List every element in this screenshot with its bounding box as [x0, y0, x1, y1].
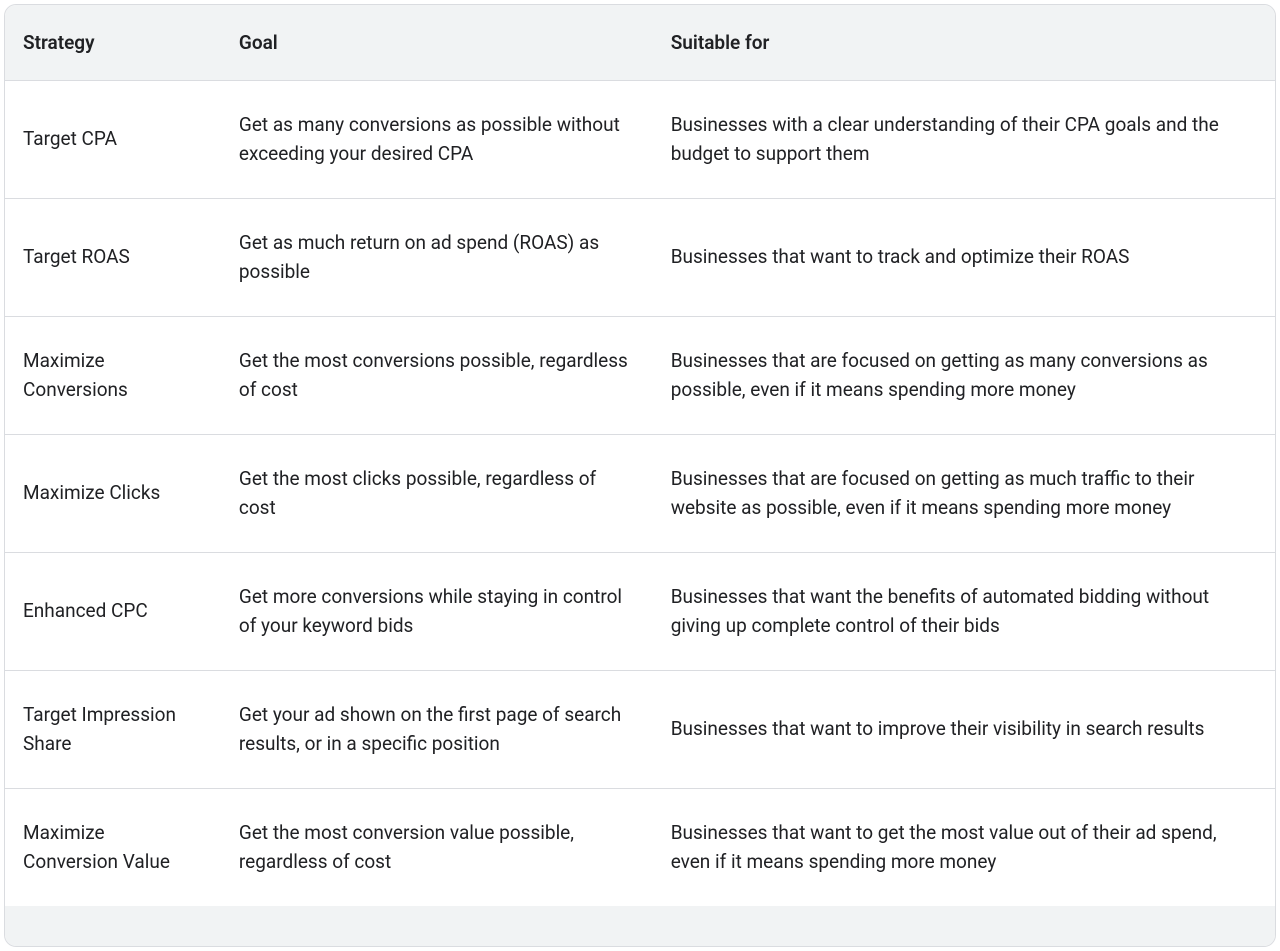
table-row: Maximize Clicks Get the most clicks poss… [5, 435, 1275, 553]
cell-suitable: Businesses that want to get the most val… [653, 789, 1275, 907]
cell-strategy: Target ROAS [5, 199, 221, 317]
cell-strategy: Maximize Conversion Value [5, 789, 221, 907]
cell-strategy: Maximize Clicks [5, 435, 221, 553]
cell-suitable: Businesses with a clear understanding of… [653, 81, 1275, 199]
cell-suitable: Businesses that want to track and optimi… [653, 199, 1275, 317]
cell-goal: Get the most conversions possible, regar… [221, 317, 653, 435]
cell-strategy: Enhanced CPC [5, 553, 221, 671]
table-row: Target ROAS Get as much return on ad spe… [5, 199, 1275, 317]
cell-strategy: Target Impression Share [5, 671, 221, 789]
col-header-goal: Goal [221, 5, 653, 81]
cell-goal: Get the most clicks possible, regardless… [221, 435, 653, 553]
cell-suitable: Businesses that want the benefits of aut… [653, 553, 1275, 671]
cell-strategy: Maximize Conversions [5, 317, 221, 435]
cell-strategy: Target CPA [5, 81, 221, 199]
cell-goal: Get as many conversions as possible with… [221, 81, 653, 199]
cell-goal: Get the most conversion value possible, … [221, 789, 653, 907]
table-row: Enhanced CPC Get more conversions while … [5, 553, 1275, 671]
cell-suitable: Businesses that are focused on getting a… [653, 435, 1275, 553]
table-row: Maximize Conversions Get the most conver… [5, 317, 1275, 435]
cell-suitable: Businesses that want to improve their vi… [653, 671, 1275, 789]
table-body: Target CPA Get as many conversions as po… [5, 81, 1275, 907]
footer-spacer [5, 906, 1275, 946]
table-row: Target CPA Get as many conversions as po… [5, 81, 1275, 199]
table-row: Maximize Conversion Value Get the most c… [5, 789, 1275, 907]
table-header-row: Strategy Goal Suitable for [5, 5, 1275, 81]
table-header: Strategy Goal Suitable for [5, 5, 1275, 81]
cell-goal: Get as much return on ad spend (ROAS) as… [221, 199, 653, 317]
bidding-strategies-table: Strategy Goal Suitable for Target CPA Ge… [4, 4, 1276, 947]
table-footer [5, 906, 1275, 946]
table-row: Target Impression Share Get your ad show… [5, 671, 1275, 789]
table: Strategy Goal Suitable for Target CPA Ge… [5, 5, 1275, 946]
cell-goal: Get more conversions while staying in co… [221, 553, 653, 671]
cell-goal: Get your ad shown on the first page of s… [221, 671, 653, 789]
col-header-suitable: Suitable for [653, 5, 1275, 81]
cell-suitable: Businesses that are focused on getting a… [653, 317, 1275, 435]
col-header-strategy: Strategy [5, 5, 221, 81]
